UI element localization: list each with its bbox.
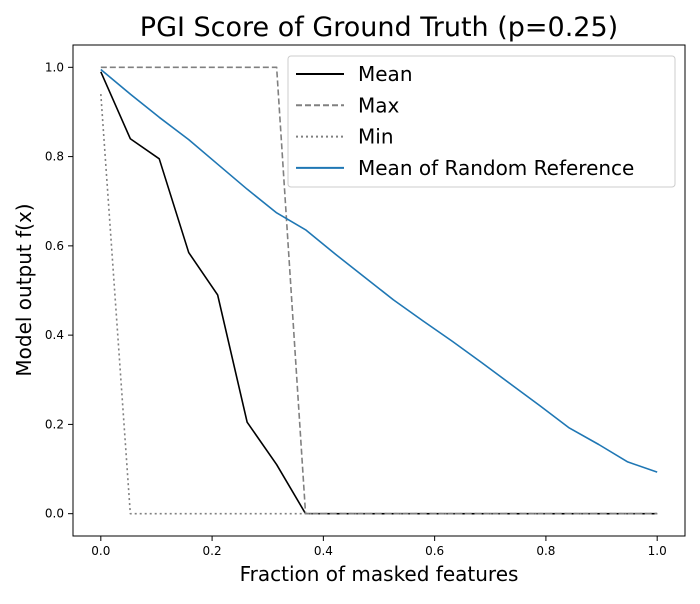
x-tick-label: 0.6 bbox=[425, 544, 444, 558]
y-tick-label: 0.6 bbox=[45, 239, 64, 253]
x-tick-label: 0.8 bbox=[536, 544, 555, 558]
x-tick-label: 0.4 bbox=[314, 544, 333, 558]
x-tick-label: 0.2 bbox=[203, 544, 222, 558]
y-tick-label: 0.8 bbox=[45, 150, 64, 164]
tick-layer: 0.0 0.2 0.4 0.6 0.8 1.0 0.0 0.2 0.4 0.6 0.8 1.0 bbox=[45, 60, 667, 558]
y-tick-label: 1.0 bbox=[45, 60, 64, 74]
legend-label: Mean of Random Reference bbox=[358, 156, 634, 180]
x-tick-label: 0.0 bbox=[91, 544, 110, 558]
series-line-2 bbox=[100, 94, 658, 515]
series-line-3 bbox=[100, 68, 658, 473]
y-tick-label: 0.0 bbox=[45, 507, 64, 521]
legend-box bbox=[287, 55, 676, 188]
plot-area-frame bbox=[72, 44, 686, 537]
legend: Mean Max Min Mean of Random Reference bbox=[287, 55, 676, 188]
y-tick-label: 0.2 bbox=[45, 417, 64, 431]
legend-label: Min bbox=[358, 125, 394, 149]
legend-label: Max bbox=[358, 93, 400, 117]
y-tick-label: 0.4 bbox=[45, 328, 64, 342]
y-axis-title: Model output f(x) bbox=[12, 203, 36, 376]
series-layer bbox=[100, 66, 658, 515]
chart-title: PGI Score of Ground Truth (p=0.25) bbox=[140, 12, 618, 43]
x-axis-title: Fraction of masked features bbox=[240, 562, 519, 586]
x-tick-label: 1.0 bbox=[648, 544, 667, 558]
series-line-1 bbox=[100, 66, 658, 515]
legend-label: Mean bbox=[358, 62, 413, 86]
